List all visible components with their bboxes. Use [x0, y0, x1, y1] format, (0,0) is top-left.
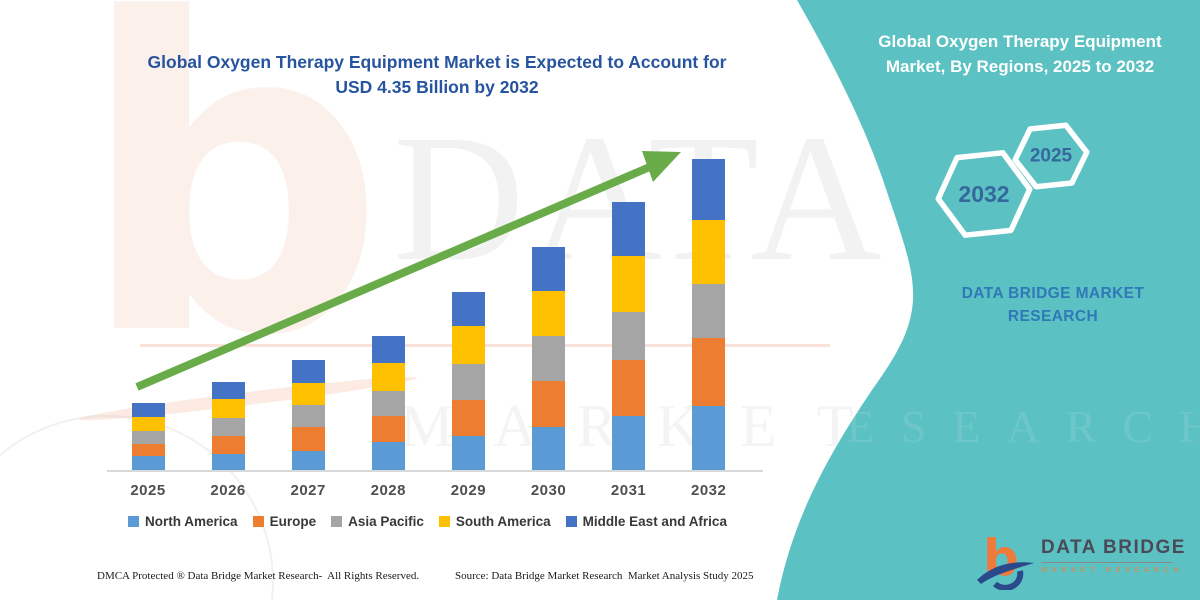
- bar-segment: [451, 291, 485, 327]
- bar-segment: [291, 359, 325, 383]
- x-axis-label: 2029: [450, 482, 487, 499]
- bar-segment: [612, 256, 646, 312]
- bar-segment: [131, 417, 165, 432]
- bar-segment: [211, 435, 245, 455]
- x-axis-line: [107, 470, 763, 472]
- trend-arrow-head: [642, 151, 681, 182]
- x-axis-label: 2028: [370, 482, 406, 499]
- bar-segment: [532, 336, 565, 382]
- bar-segment: [371, 336, 405, 363]
- bar-segment: [371, 416, 405, 443]
- trend-arrow-shaft: [135, 162, 654, 391]
- legend-swatch: [128, 516, 140, 527]
- hexagon-2032: [935, 150, 1033, 238]
- bar-segment: [692, 219, 726, 285]
- legend-item: South America: [438, 514, 551, 529]
- x-axis-label: 2030: [530, 482, 567, 499]
- x-axis-label: 2032: [691, 482, 727, 499]
- right-panel-title: Global Oxygen Therapy Equipment Market, …: [878, 32, 1162, 76]
- bar-segment: [612, 201, 646, 257]
- year-hexagons: 2032 2025: [935, 122, 1090, 238]
- bar-segment: [291, 451, 325, 470]
- bar-segment: [692, 338, 726, 406]
- bar-segment: [291, 404, 325, 428]
- bar-segment: [451, 399, 485, 437]
- bar-segment: [532, 381, 565, 428]
- bar-segment: [532, 246, 565, 292]
- bar-segment: [371, 391, 405, 417]
- x-axis-label: 2025: [130, 482, 166, 499]
- brand-wordmark-line1: DATA BRIDGE MARKET: [961, 285, 1145, 302]
- bar-segment: [692, 158, 726, 220]
- bar-segment: [131, 444, 165, 457]
- bar-segment: [131, 431, 165, 445]
- bar-segment: [131, 402, 165, 418]
- hexagon-2025-label: 2025: [1030, 146, 1073, 167]
- hexagon-2032-label: 2032: [958, 181, 1009, 207]
- legend-label: Asia Pacific: [348, 514, 424, 529]
- brand-wordmark: DATA BRIDGE MARKET RESEARCH: [900, 282, 1200, 329]
- watermark-pink-line: [140, 344, 830, 347]
- legend-label: South America: [455, 514, 551, 529]
- bar-segment: [211, 417, 245, 436]
- x-axis-label: 2031: [610, 482, 647, 499]
- footer-copyright: DMCA Protected ® Data Bridge Market Rese…: [97, 570, 420, 582]
- bar-segment: [451, 436, 485, 470]
- bar-segment: [371, 362, 405, 392]
- logo-bowl-arc: [993, 570, 1024, 590]
- watermark-b-glyph: b: [78, 0, 386, 430]
- bar-segment: [532, 427, 565, 470]
- footer-source: Source: Data Bridge Market Research Mark…: [455, 570, 754, 582]
- bar-segment: [692, 405, 726, 470]
- legend-item: Europe: [252, 514, 317, 529]
- logo-rule: [1041, 562, 1173, 563]
- legend-swatch: [252, 516, 264, 527]
- legend-item: North America: [128, 514, 238, 529]
- bar-segment: [612, 359, 646, 416]
- bar-segment: [211, 454, 245, 470]
- legend-label: Middle East and Africa: [582, 514, 727, 529]
- chart-title: Global Oxygen Therapy Equipment Market i…: [147, 52, 727, 98]
- company-logo-mark: b: [977, 529, 1034, 590]
- hexagon-2025: [1012, 122, 1090, 190]
- bar-segment: [612, 311, 646, 360]
- bar-segment: [451, 326, 485, 365]
- watermark-teal-subtext: RESEARCH: [790, 401, 1200, 452]
- brand-wordmark-line2: RESEARCH: [1007, 308, 1099, 326]
- legend-item: Middle East and Africa: [565, 514, 727, 529]
- bar-segment: [612, 415, 646, 470]
- legend-item: Asia Pacific: [331, 514, 424, 529]
- x-axis-label: 2027: [290, 482, 326, 499]
- bar-segment: [532, 291, 565, 337]
- legend-swatch: [438, 516, 450, 527]
- logo-subtitle: MARKET RESEARCH: [1041, 565, 1184, 574]
- legend-swatch: [331, 516, 343, 527]
- company-logo: b DATA BRIDGE MARKET RESEARCH: [975, 528, 1195, 590]
- bar-segment: [692, 284, 726, 339]
- bar-segment: [291, 382, 325, 405]
- legend-label: Europe: [269, 514, 317, 529]
- logo-name: DATA BRIDGE: [1041, 537, 1186, 558]
- x-axis-label: 2026: [210, 482, 246, 499]
- legend-label: North America: [145, 514, 238, 529]
- teal-panel-path: [777, 0, 1200, 600]
- bar-segment: [451, 364, 485, 400]
- legend-swatch: [565, 516, 577, 527]
- bar-segment: [371, 442, 405, 470]
- bar-segment: [211, 399, 245, 418]
- bar-segment: [211, 382, 245, 400]
- chart-legend: North America Europe Asia Pacific South Ame…: [95, 514, 760, 529]
- logo-swoosh: [977, 562, 1034, 584]
- bar-segment: [291, 427, 325, 452]
- bar-segment: [131, 456, 165, 470]
